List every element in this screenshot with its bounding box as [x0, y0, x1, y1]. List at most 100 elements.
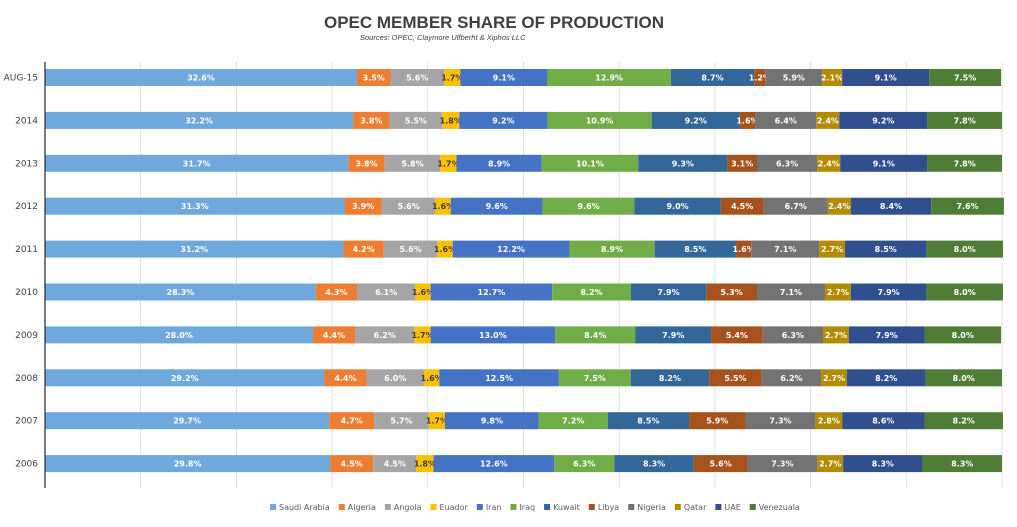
- data-label: 9.2%: [492, 116, 514, 125]
- bar-segment: [762, 326, 824, 344]
- data-label: 2.7%: [823, 374, 845, 383]
- category-label: 2014: [15, 116, 38, 126]
- bar-segment: [542, 197, 635, 215]
- bar-segment: [924, 412, 1003, 430]
- data-label: 8.9%: [488, 159, 510, 168]
- bar-segment: [373, 455, 417, 473]
- data-label: 8.2%: [580, 288, 602, 297]
- bar-segment: [390, 69, 445, 86]
- data-label: 6.2%: [374, 331, 396, 340]
- data-label: 1.6%: [421, 374, 443, 383]
- data-label: 1.6%: [412, 288, 434, 297]
- bar-segment: [630, 283, 707, 301]
- bar-segment: [430, 326, 556, 344]
- bar-segment: [848, 326, 925, 344]
- data-label: 1.7%: [441, 74, 463, 83]
- bar-segment: [926, 240, 1003, 258]
- bar-segment: [452, 240, 570, 258]
- data-label: 5.7%: [390, 417, 412, 426]
- bar-segment: [45, 111, 354, 129]
- data-label: 7.2%: [562, 417, 584, 426]
- data-label: 4.5%: [384, 460, 406, 469]
- data-label: 5.6%: [398, 202, 420, 211]
- bar-segment: [45, 69, 357, 86]
- bar-segment: [344, 197, 382, 215]
- bar-segment: [842, 412, 925, 430]
- data-label: 5.5%: [405, 116, 427, 125]
- legend-swatch: [476, 504, 483, 510]
- data-label: 3.8%: [355, 159, 377, 168]
- legend-swatch: [384, 504, 391, 510]
- legend-swatch: [628, 504, 635, 510]
- chart-title: OPEC MEMBER SHARE OF PRODUCTION: [324, 13, 664, 32]
- legend-swatch: [270, 504, 276, 510]
- bars: 32.6% 3.5% 5.6% 1.7% 9.1% 12.9% 8.7% 1.2% 5.9% 2.…: [45, 69, 1004, 473]
- bar-segment: [45, 369, 325, 387]
- bar-segment: [552, 283, 631, 301]
- legend-entry: Saudi Arabia: [279, 503, 330, 512]
- bar-segment: [416, 455, 434, 473]
- legend: Saudi Arabia Algeria Angola Euador Iran Iraq K…: [270, 503, 800, 512]
- bar-segment: [720, 197, 764, 215]
- data-label: 12.7%: [478, 288, 506, 297]
- data-label: 7.5%: [584, 374, 606, 383]
- data-label: 8.9%: [601, 245, 623, 254]
- bar-segment: [839, 111, 928, 129]
- data-label: 2.7%: [819, 460, 841, 469]
- bar-segment: [415, 283, 431, 301]
- legend-swatch: [430, 504, 437, 510]
- data-label: 7.9%: [662, 331, 684, 340]
- data-label: 12.9%: [595, 74, 623, 83]
- bar-segment: [739, 111, 756, 129]
- bar-segment: [819, 240, 846, 258]
- bar-segment: [456, 154, 542, 172]
- data-label: 2.7%: [827, 288, 849, 297]
- data-label: 7.9%: [657, 288, 679, 297]
- bar-segment: [842, 69, 930, 86]
- bar-segment: [356, 69, 391, 86]
- legend-swatch: [715, 504, 722, 510]
- bar-segment: [821, 369, 847, 387]
- bar-segment: [711, 326, 763, 344]
- data-label: 8.4%: [584, 331, 606, 340]
- data-label: 31.7%: [183, 159, 211, 168]
- data-label: 6.4%: [775, 116, 797, 125]
- data-label: 2.7%: [825, 331, 847, 340]
- data-label: 31.3%: [181, 202, 209, 211]
- data-label: 4.5%: [731, 202, 753, 211]
- data-label: 6.1%: [375, 288, 397, 297]
- bar-segment: [450, 197, 543, 215]
- data-label: 9.1%: [493, 74, 515, 83]
- chart-subtitle: Sources: OPEC, Claymore Ulfberht & Xipho…: [360, 33, 526, 42]
- bar-segment: [850, 283, 927, 301]
- category-axis: AUG-15 2014 2013 2012 2011 2010 2009 2008 2007 20…: [4, 74, 39, 470]
- data-label: 29.8%: [174, 460, 202, 469]
- data-label: 1.6%: [733, 245, 755, 254]
- data-label: 3.9%: [352, 202, 374, 211]
- bar-segment: [929, 69, 1002, 86]
- data-label: 28.3%: [167, 288, 195, 297]
- data-label: 28.0%: [165, 331, 193, 340]
- bar-segment: [845, 240, 927, 258]
- bar-segment: [614, 455, 694, 473]
- data-label: 8.0%: [954, 245, 976, 254]
- bar-segment: [634, 197, 721, 215]
- bar-segment: [817, 154, 841, 172]
- data-label: 1.2%: [749, 74, 771, 83]
- data-label: 7.1%: [774, 245, 796, 254]
- category-label: AUG-15: [4, 74, 38, 84]
- bar-segment: [460, 69, 548, 86]
- data-label: 2.1%: [821, 74, 843, 83]
- data-label: 3.8%: [360, 116, 382, 125]
- bar-segment: [709, 369, 762, 387]
- bar-segment: [45, 326, 313, 344]
- data-label: 6.0%: [384, 374, 406, 383]
- bar-segment: [761, 369, 822, 387]
- data-label: 1.6%: [736, 116, 758, 125]
- data-label: 3.5%: [363, 74, 385, 83]
- data-label: 7.3%: [771, 460, 793, 469]
- data-label: 4.2%: [353, 245, 375, 254]
- bar-segment: [745, 412, 816, 430]
- data-label: 9.6%: [486, 202, 508, 211]
- bar-segment: [843, 455, 923, 473]
